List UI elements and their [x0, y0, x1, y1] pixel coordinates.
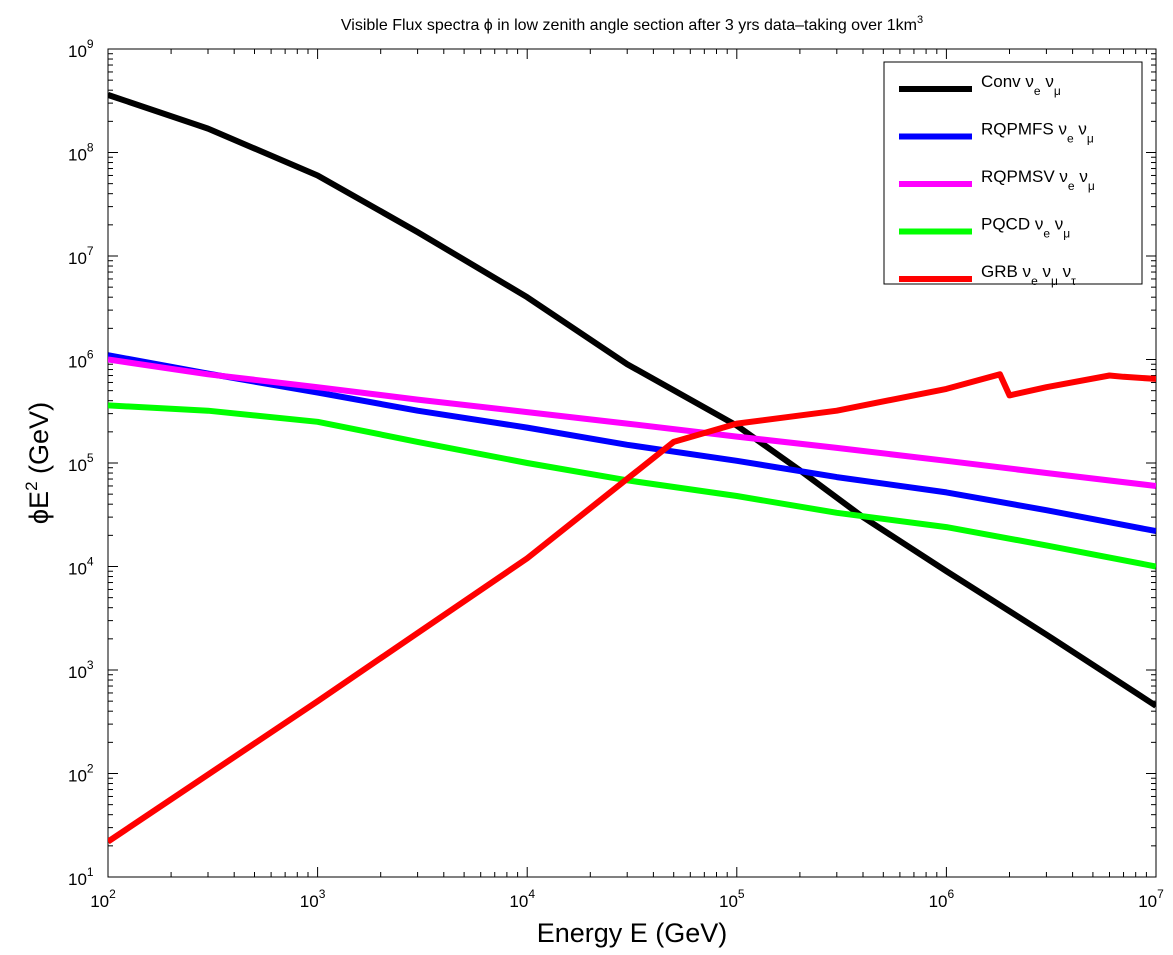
- series-line-conv: [108, 92, 1156, 709]
- legend-box: [883, 61, 1143, 285]
- series-lines: [108, 92, 1156, 845]
- y-tick-label: 101: [68, 865, 94, 889]
- y-axis-label: ϕE2 (GeV): [22, 402, 54, 524]
- axis-tick-labels: 102 103 104 105 106 1071011021031041051061071…: [68, 37, 1164, 911]
- legend: Conv νe νμ RQPMFS νe νμ RQPMSV νe νμ PQCD ν…: [883, 61, 1143, 288]
- series-line-grb: [108, 371, 1156, 845]
- y-tick-label: 108: [68, 141, 94, 165]
- x-axis-label: Energy E (GeV): [537, 918, 728, 948]
- y-tick-label: 106: [68, 348, 94, 372]
- y-tick-label: 103: [68, 658, 94, 682]
- axis-ticks: [107, 48, 1157, 878]
- series-line-rqpmfs: [108, 352, 1156, 535]
- x-tick-label: 107: [1138, 887, 1164, 911]
- x-tick-label: 105: [719, 887, 745, 911]
- legend-entry-rqpmsv: RQPMSV νe νμ: [981, 167, 1095, 193]
- legend-entry-grb: GRB νe νμ ντ: [981, 262, 1076, 288]
- legend-entry-pqcd: PQCD νe νμ: [981, 215, 1070, 241]
- x-tick-label: 106: [929, 887, 955, 911]
- y-tick-label: 105: [68, 451, 94, 475]
- x-tick-label: 104: [509, 887, 535, 911]
- x-tick-label: 102: [90, 887, 116, 911]
- y-tick-label: 104: [68, 555, 94, 579]
- legend-entry-rqpmfs: RQPMFS νe νμ: [981, 120, 1094, 146]
- x-tick-label: 103: [300, 887, 326, 911]
- series-line-rqpmsv: [108, 356, 1156, 489]
- y-tick-label: 109: [68, 37, 94, 61]
- y-tick-label: 107: [68, 244, 94, 268]
- y-tick-label: 102: [68, 762, 94, 786]
- chart-title: Visible Flux spectra ϕ in low zenith ang…: [341, 14, 923, 34]
- legend-entry-conv: Conv νe νμ: [981, 72, 1061, 98]
